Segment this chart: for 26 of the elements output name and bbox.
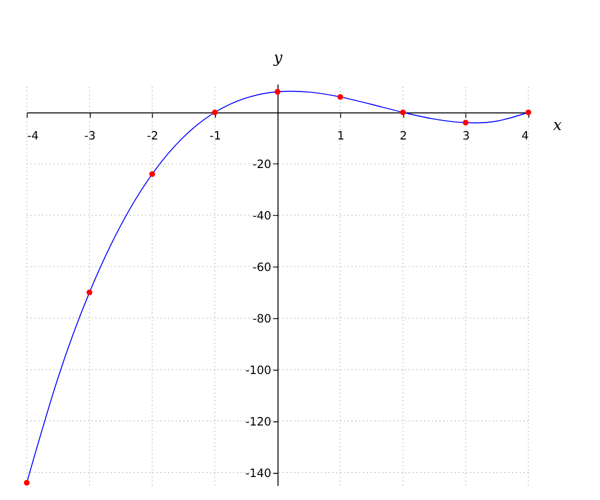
- point: [274, 88, 280, 95]
- point: [86, 290, 92, 296]
- y-tick-label: -100: [245, 362, 272, 377]
- y-tick-label: -40: [252, 208, 272, 223]
- x-tick-label: 4: [522, 128, 529, 143]
- x-tick-label: 3: [462, 128, 470, 143]
- y-tick-label: -60: [252, 260, 272, 274]
- x-tick-label: -3: [84, 128, 96, 143]
- y-tick-label: -120: [245, 414, 272, 428]
- point: [24, 480, 30, 486]
- x-tick-label: -2: [146, 128, 158, 143]
- x-tick-label: 2: [400, 128, 408, 143]
- point: [462, 120, 469, 126]
- point: [149, 171, 156, 177]
- x-axis-title: x: [553, 116, 562, 134]
- point: [212, 110, 218, 116]
- x-tick-label: -1: [210, 128, 222, 143]
- y-tick-label: -140: [245, 466, 272, 480]
- point: [400, 110, 406, 116]
- point: [337, 94, 344, 100]
- x-tick-label: 1: [337, 128, 344, 143]
- y-tick-label: -80: [252, 311, 272, 326]
- point: [525, 110, 532, 116]
- y-axis-title: y: [272, 48, 283, 67]
- x-tick-label: -4: [27, 128, 39, 143]
- y-tick-label: -20: [252, 157, 272, 172]
